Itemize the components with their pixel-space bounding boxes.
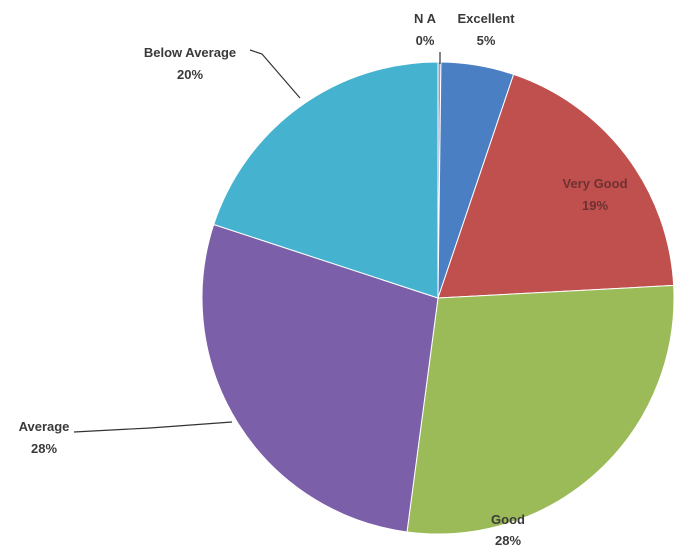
leader-lines-layer: [73, 49, 441, 433]
pie-slice-average: [201, 223, 439, 533]
pie-slice-good: [406, 284, 675, 535]
label-below-average-percent: 20%: [177, 67, 203, 82]
leader-line-below-average: [249, 49, 301, 99]
label-average-percent: 28%: [31, 441, 57, 456]
slices-layer: [201, 61, 675, 535]
label-excellent-name: Excellent: [457, 11, 515, 26]
label-na-percent: 0%: [416, 33, 435, 48]
pie-slice-very-good: [437, 73, 675, 299]
label-good-name: Good: [491, 512, 525, 527]
label-excellent-percent: 5%: [477, 33, 496, 48]
leader-line-average: [73, 421, 233, 433]
label-average-name: Average: [19, 419, 70, 434]
label-below-average-name: Below Average: [144, 45, 236, 60]
label-good-percent: 28%: [495, 533, 521, 548]
label-very-good-percent: 19%: [582, 198, 608, 213]
labels-layer: N A 0% Excellent 5% Very Good 19% Good 2…: [19, 11, 628, 548]
label-na-name: N A: [414, 11, 437, 26]
label-very-good-name: Very Good: [562, 176, 627, 191]
pie-slice-below-average: [213, 61, 439, 299]
